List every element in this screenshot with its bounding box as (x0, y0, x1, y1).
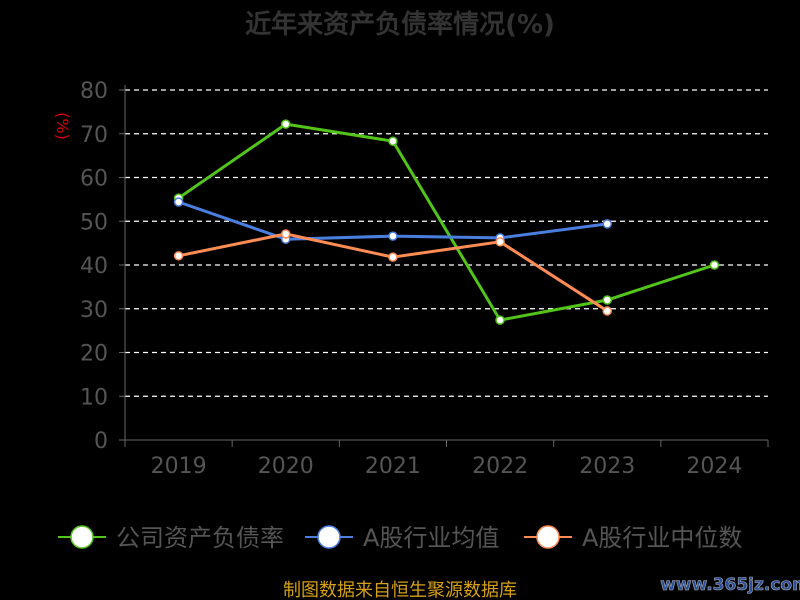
data-point (388, 252, 398, 262)
data-point (173, 251, 184, 261)
legend-label: 公司资产负债率 (116, 524, 284, 552)
data-point (495, 315, 505, 325)
data-point (281, 119, 291, 129)
data-point (388, 231, 398, 241)
y-axis-label: (%) (53, 112, 72, 140)
legend-marker (317, 525, 341, 549)
data-point (388, 136, 398, 146)
data-point (173, 197, 184, 207)
x-tick-label: 2021 (365, 454, 421, 479)
legend-marker (536, 525, 560, 549)
data-point (709, 260, 720, 270)
data-point (602, 306, 612, 316)
y-tick-label: 20 (80, 342, 108, 367)
y-tick-label: 0 (94, 429, 108, 454)
data-point (602, 219, 612, 229)
y-tick-label: 40 (80, 254, 108, 279)
x-tick-label: 2024 (686, 454, 742, 479)
y-tick-label: 70 (80, 123, 108, 148)
chart-title: 近年来资产负债率情况(%) (245, 9, 555, 40)
x-tick-label: 2020 (258, 454, 314, 479)
x-tick-label: 2022 (472, 454, 528, 479)
data-point (281, 229, 291, 239)
series-line-0 (177, 122, 715, 322)
y-tick-label: 50 (80, 210, 108, 235)
y-tick-label: 10 (80, 385, 108, 410)
source-note: 制图数据来自恒生聚源数据库 (283, 580, 517, 600)
y-tick-label: 80 (80, 79, 108, 104)
x-tick-label: 2019 (151, 454, 207, 479)
y-tick-label: 60 (80, 167, 108, 192)
watermark: www.365jz.com (660, 575, 800, 595)
data-point (602, 295, 612, 305)
data-point (495, 237, 505, 247)
x-tick-label: 2023 (579, 454, 635, 479)
legend-label: A股行业均值 (363, 524, 499, 552)
y-tick-label: 30 (80, 298, 108, 323)
series-line-2 (178, 232, 609, 313)
legend-marker (70, 525, 94, 549)
legend-label: A股行业中位数 (582, 524, 742, 552)
